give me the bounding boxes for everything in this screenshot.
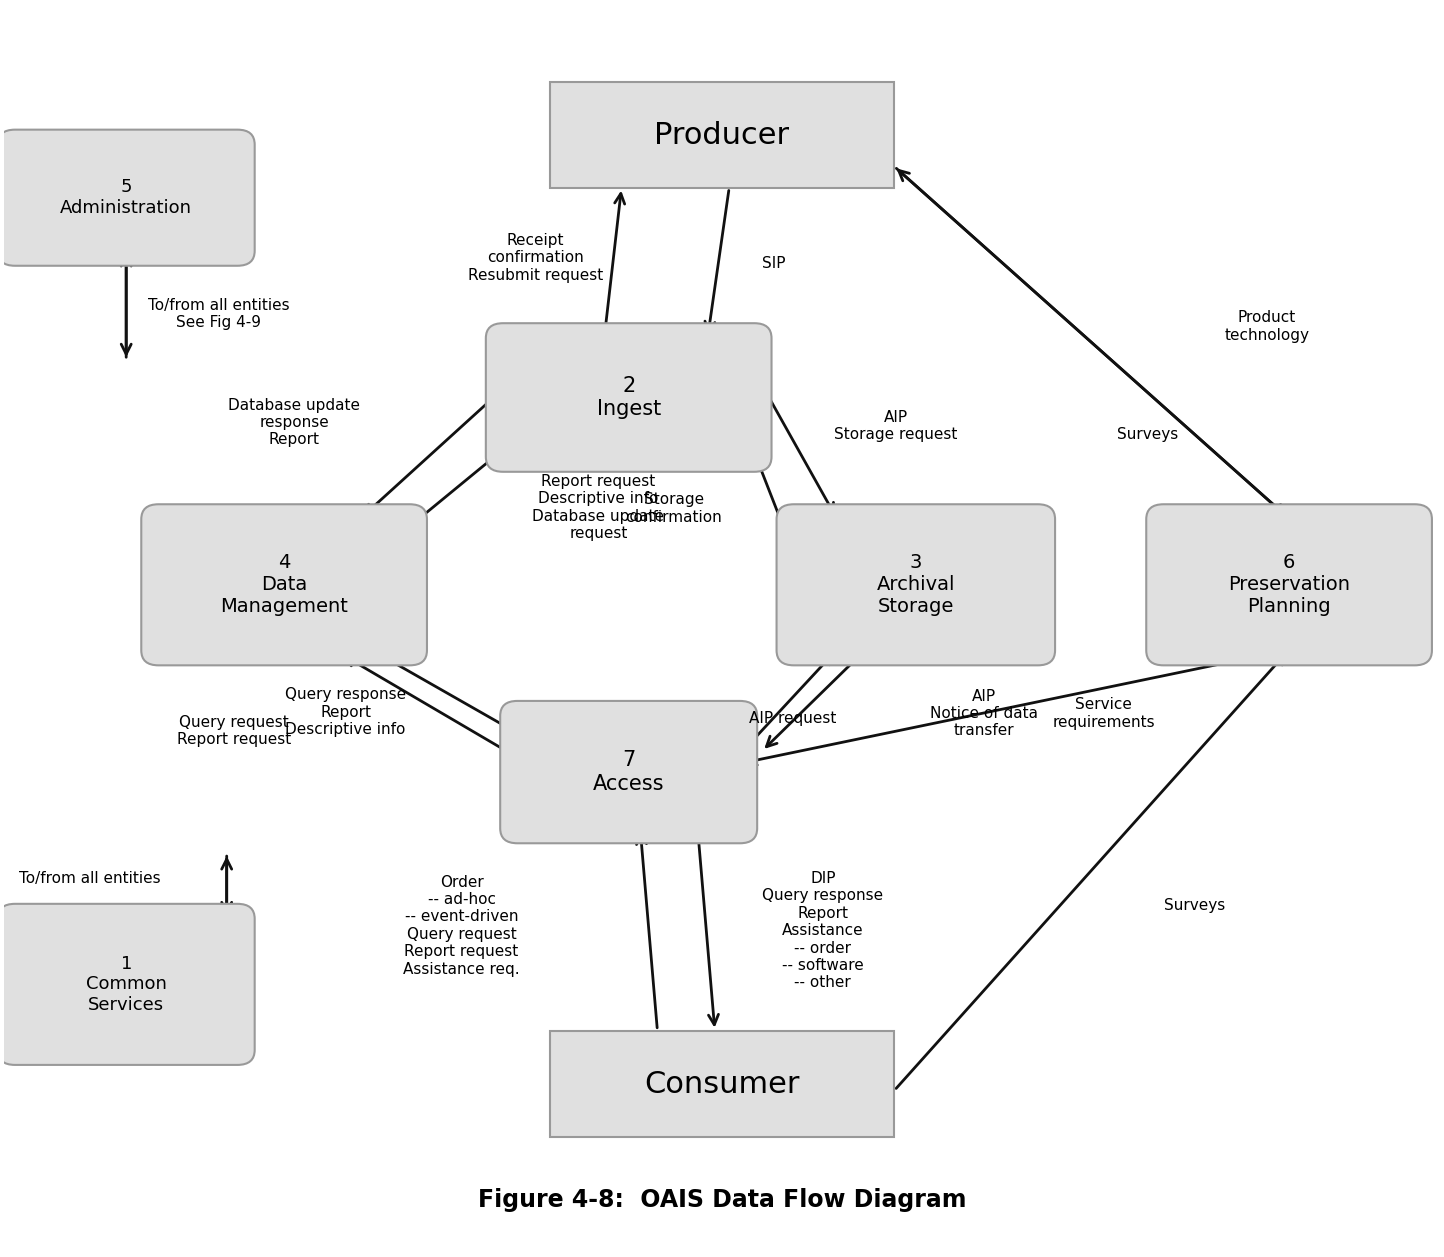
FancyBboxPatch shape xyxy=(1147,504,1432,665)
FancyBboxPatch shape xyxy=(550,82,894,189)
Text: Database update
response
Report: Database update response Report xyxy=(228,397,360,447)
Text: AIP
Storage request: AIP Storage request xyxy=(835,410,957,442)
FancyBboxPatch shape xyxy=(550,1031,894,1138)
Text: To/from all entities
See Fig 4-9: To/from all entities See Fig 4-9 xyxy=(147,298,289,331)
FancyBboxPatch shape xyxy=(500,701,757,843)
FancyBboxPatch shape xyxy=(777,504,1056,665)
Text: Storage
confirmation: Storage confirmation xyxy=(625,493,722,525)
Text: Service
requirements: Service requirements xyxy=(1053,698,1155,729)
Text: 4
Data
Management: 4 Data Management xyxy=(219,553,348,616)
Text: Product
technology: Product technology xyxy=(1225,310,1310,342)
Text: Receipt
confirmation
Resubmit request: Receipt confirmation Resubmit request xyxy=(468,233,604,283)
Text: Surveys: Surveys xyxy=(1164,899,1226,913)
Text: Figure 4-8:  OAIS Data Flow Diagram: Figure 4-8: OAIS Data Flow Diagram xyxy=(478,1188,966,1213)
Text: SIP: SIP xyxy=(762,256,786,272)
Text: AIP request: AIP request xyxy=(749,711,836,725)
Text: 6
Preservation
Planning: 6 Preservation Planning xyxy=(1227,553,1350,616)
FancyBboxPatch shape xyxy=(142,504,427,665)
Text: Producer: Producer xyxy=(654,121,790,150)
Text: To/from all entities: To/from all entities xyxy=(19,871,160,886)
Text: DIP
Query response
Report
Assistance
-- order
-- software
-- other: DIP Query response Report Assistance -- … xyxy=(762,871,884,991)
Text: Report request
Descriptive info
Database update
request: Report request Descriptive info Database… xyxy=(533,474,664,541)
Text: 7
Access: 7 Access xyxy=(593,750,664,793)
Text: 1
Common
Services: 1 Common Services xyxy=(85,954,166,1014)
FancyBboxPatch shape xyxy=(0,904,254,1065)
Text: 3
Archival
Storage: 3 Archival Storage xyxy=(877,553,954,616)
Text: 5
Administration: 5 Administration xyxy=(61,178,192,217)
Text: Surveys: Surveys xyxy=(1116,427,1178,442)
Text: 2
Ingest: 2 Ingest xyxy=(596,376,661,419)
Text: Query request
Report request: Query request Report request xyxy=(178,715,292,747)
Text: Order
-- ad-hoc
-- event-driven
Query request
Report request
Assistance req.: Order -- ad-hoc -- event-driven Query re… xyxy=(403,875,520,977)
Text: AIP
Notice of data
transfer: AIP Notice of data transfer xyxy=(930,689,1038,738)
FancyBboxPatch shape xyxy=(485,323,771,471)
FancyBboxPatch shape xyxy=(0,129,254,265)
Text: Consumer: Consumer xyxy=(644,1070,800,1099)
Text: Query response
Report
Descriptive info: Query response Report Descriptive info xyxy=(284,688,406,737)
